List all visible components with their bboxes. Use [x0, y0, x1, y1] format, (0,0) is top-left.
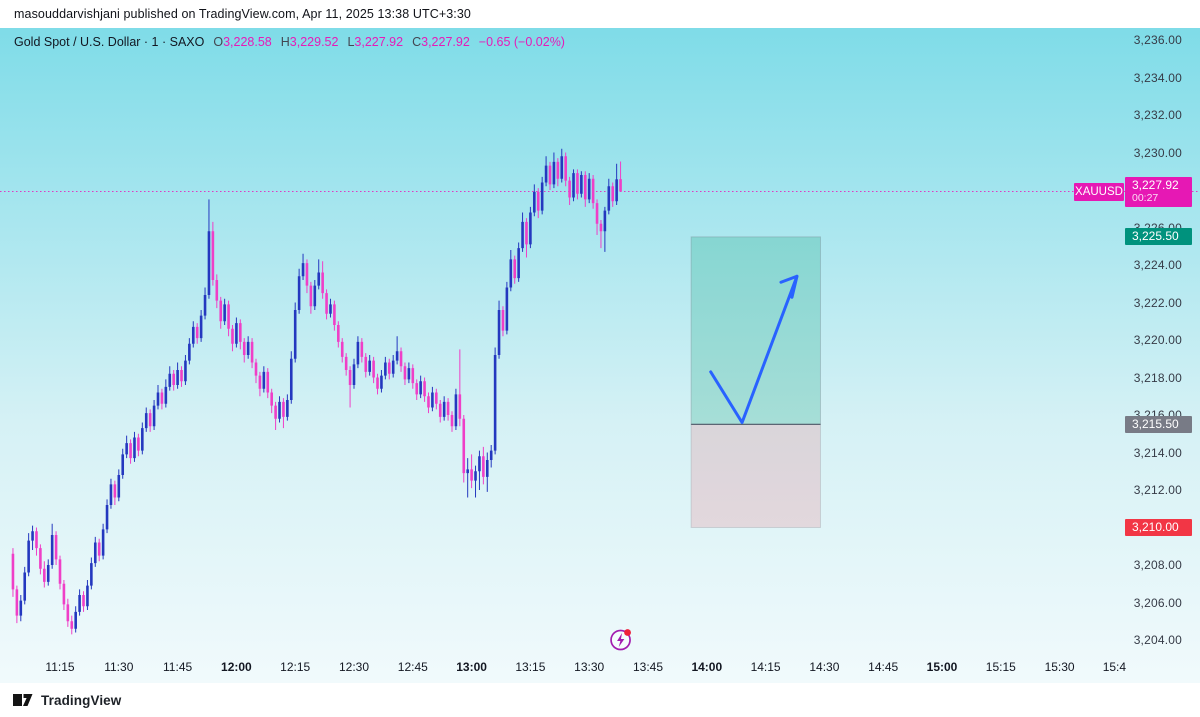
last-price-value: 3,227.92 [1132, 177, 1179, 192]
price-tick-label: 3,208.00 [1133, 558, 1182, 572]
price-tick-label: 3,236.00 [1133, 33, 1182, 47]
stop-zone[interactable] [690, 423, 821, 528]
long-position-tool[interactable] [690, 236, 821, 528]
price-tick-label: 3,218.00 [1133, 370, 1182, 385]
profit-zone[interactable] [690, 236, 821, 425]
last-price-flag: 3,227.92 00:27 [1125, 176, 1192, 207]
time-tick-label: 13:15 [515, 660, 546, 674]
tradingview-brand-text[interactable]: TradingView [41, 692, 122, 708]
time-tick-label: 13:45 [632, 660, 664, 674]
legend-close: C3,227.92 [412, 35, 470, 49]
profit-target-flag: 3,225.50 [1125, 228, 1192, 246]
publish-header: masouddarvishjani published on TradingVi… [0, 0, 1200, 28]
footer-bar: TradingView [0, 683, 1200, 717]
time-tick-label: 11:15 [45, 660, 75, 674]
time-tick-label: 12:45 [397, 660, 428, 674]
time-tick-label: 15:15 [985, 660, 1016, 674]
time-tick-label: 14:00 [691, 660, 723, 674]
price-tick-label: 3,224.00 [1133, 258, 1182, 272]
symbol-title[interactable]: Gold Spot / U.S. Dollar · 1 · SAXO [14, 35, 205, 49]
bar-countdown: 00:27 [1132, 191, 1159, 204]
price-tick-label: 3,222.00 [1133, 295, 1182, 310]
chart-legend: Gold Spot / U.S. Dollar · 1 · SAXO O3,22… [14, 35, 565, 49]
time-tick-label: 13:30 [574, 660, 605, 674]
price-tick-label: 3,220.00 [1133, 333, 1182, 347]
trend-arrow[interactable] [709, 274, 799, 424]
price-tick-label: 3,214.00 [1133, 445, 1182, 460]
price-tick-label: 3,212.00 [1133, 483, 1182, 497]
publish-info: masouddarvishjani published on TradingVi… [14, 7, 471, 21]
legend-high: H3,229.52 [280, 35, 339, 49]
trend-arrow-head [779, 274, 799, 299]
time-tick-label: 13:00 [456, 660, 487, 674]
stop-loss-flag: 3,210.00 [1125, 519, 1192, 536]
time-tick-label: 12:15 [280, 660, 311, 674]
time-tick-label: 15:30 [1044, 660, 1075, 674]
economic-event-icon[interactable] [610, 629, 631, 651]
time-tick-label: 14:15 [750, 660, 781, 674]
price-tick-label: 3,234.00 [1133, 70, 1182, 85]
time-tick-label: 12:30 [338, 660, 370, 674]
time-tick-label: 11:30 [104, 660, 134, 674]
time-tick-label: 15:00 [926, 660, 958, 674]
time-tick-label: 14:30 [809, 660, 840, 674]
tradingview-logo-icon[interactable] [13, 693, 34, 708]
time-tick-label: 15:4 [1102, 660, 1127, 674]
legend-open: O3,228.58 [213, 35, 272, 49]
candles-group [11, 148, 622, 635]
time-tick-label: 11:45 [163, 660, 193, 674]
price-tick-label: 3,206.00 [1133, 595, 1182, 610]
legend-change: −0.65 (−0.02%) [478, 35, 565, 49]
price-tick-label: 3,232.00 [1133, 108, 1182, 122]
alert-dot [624, 629, 631, 636]
entry-price-flag: 3,215.50 [1125, 415, 1192, 433]
price-tick-label: 3,204.00 [1133, 633, 1182, 647]
time-tick-label: 12:00 [221, 660, 252, 674]
chart-area[interactable]: Gold Spot / U.S. Dollar · 1 · SAXO O3,22… [0, 28, 1200, 683]
legend-low: L3,227.92 [347, 35, 404, 49]
chart-canvas[interactable] [0, 28, 1200, 683]
price-tick-label: 3,230.00 [1133, 145, 1182, 160]
symbol-tag-flag: XAUUSD [1074, 182, 1124, 201]
time-tick-label: 14:45 [868, 660, 899, 674]
